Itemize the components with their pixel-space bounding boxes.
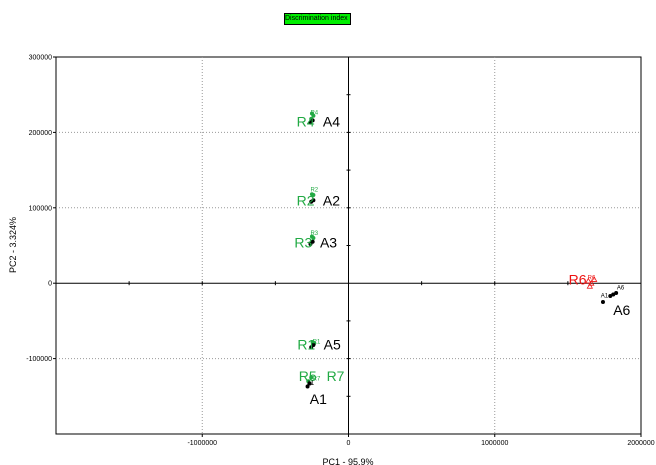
label-r1: R1 [297, 336, 315, 352]
point-a2 [311, 198, 316, 203]
x-tick-label: 2000000 [627, 440, 654, 447]
x-tick-label: 0 [347, 440, 351, 447]
y-tick-label: 100000 [29, 205, 52, 212]
x-axis-title: PC1 - 95.9% [322, 457, 373, 465]
point-r3 [311, 235, 316, 240]
label-r4: R4 [310, 110, 318, 116]
point-a3 [310, 239, 315, 244]
point-r6 [585, 277, 592, 284]
point-r4 [311, 113, 316, 118]
y-tick-label: 200000 [29, 130, 52, 137]
label-a6: A6 [617, 285, 625, 291]
point-a6 [611, 292, 616, 297]
tick-labels: -1000000 0 1000000 2000000-1000000100000200… [26, 55, 654, 448]
label-r4: R4 [297, 113, 315, 129]
point-a1 [307, 381, 312, 386]
point-a5 [311, 343, 316, 348]
label-a3: A3 [320, 235, 337, 251]
point-r6 [591, 276, 598, 282]
point-a6 [600, 300, 605, 305]
x-tick-label: 1000000 [481, 440, 508, 447]
y-tick-label: -100000 [26, 356, 52, 363]
y-axis-title: PC2 - 3.324% [8, 217, 18, 273]
point-a1 [305, 384, 310, 389]
point-a4 [310, 118, 315, 123]
discrimination-index-badge: Discrimination index = 98 [284, 13, 351, 25]
label-r2: R2 [297, 192, 315, 208]
label-r1: R1 [313, 340, 321, 346]
label-a5: A5 [324, 336, 341, 352]
label-a6: A6 [613, 302, 630, 318]
label-r6: R6 [588, 276, 596, 282]
point-r6 [586, 282, 593, 289]
label-a2: A2 [323, 192, 340, 208]
label-r6: R6 [569, 272, 587, 288]
y-tick-label: 300000 [29, 55, 52, 62]
label-r3: R3 [294, 235, 312, 251]
label-r7: R7 [313, 377, 321, 383]
x-tick-label: -1000000 [187, 440, 217, 447]
label-a1: A1 [601, 294, 609, 300]
point-r2 [311, 192, 316, 197]
axes-group [56, 57, 641, 434]
label-r7: R7 [327, 368, 345, 384]
y-tick-label: 0 [48, 281, 52, 288]
label-r5: R5 [299, 368, 317, 384]
label-a4: A4 [323, 113, 340, 129]
label-r3: R3 [310, 231, 318, 237]
label-a1: A1 [310, 391, 327, 407]
label-r2: R2 [310, 187, 318, 193]
point-r7 [309, 375, 314, 380]
label-a1: A1 [307, 381, 315, 387]
data-points [305, 111, 619, 389]
point-r6 [588, 279, 595, 286]
